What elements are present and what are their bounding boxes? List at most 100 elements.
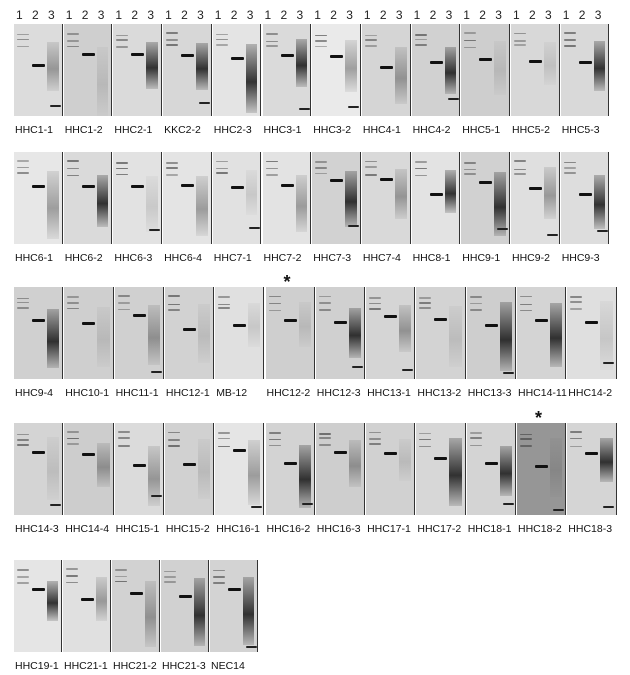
sample-smear: [394, 168, 407, 220]
main-band: [484, 461, 498, 465]
ladder-band: [17, 439, 29, 441]
ladder-band: [268, 444, 281, 447]
lane-number: 2: [81, 8, 89, 22]
ladder-band: [469, 296, 482, 298]
blot-panel: [265, 287, 315, 379]
ladder-band: [265, 40, 278, 42]
blot-panel: [163, 24, 212, 116]
main-band: [379, 178, 393, 182]
lane-number: 2: [479, 8, 486, 22]
ladder-band: [17, 569, 29, 571]
lane-number: 3: [495, 8, 502, 22]
ladder-band: [116, 46, 129, 48]
sample-smear: [243, 576, 254, 645]
ladder-band: [17, 297, 29, 300]
main-band: [384, 451, 398, 455]
lane-number: 3: [197, 8, 204, 22]
ladder-band: [514, 44, 526, 46]
ladder-band: [414, 44, 427, 46]
panel-label: HHC15-2: [165, 523, 210, 535]
sample-smear: [197, 438, 211, 499]
main-band: [131, 185, 145, 189]
panel-label: HHC3-2: [313, 124, 352, 136]
ladder-band: [17, 45, 29, 48]
sample-smear: [96, 174, 109, 228]
ladder-band: [514, 40, 526, 42]
main-band: [81, 185, 95, 189]
blot-panel: [361, 152, 411, 244]
lane-number: 2: [529, 8, 536, 22]
main-band: [434, 317, 448, 321]
main-band: [131, 52, 145, 56]
ladder-band: [166, 174, 179, 176]
ladder-band: [117, 295, 130, 297]
sample-smear: [245, 169, 258, 216]
low-band: [497, 227, 509, 230]
low-band: [502, 503, 514, 506]
ladder-band: [167, 309, 180, 311]
sample-smear: [298, 302, 311, 347]
ladder-band: [66, 575, 78, 577]
panel-label: HHC18-1: [467, 523, 512, 535]
ladder-band: [67, 437, 80, 440]
ladder-band: [213, 582, 225, 584]
ladder-band: [369, 443, 382, 445]
ladder-band: [265, 33, 278, 35]
sample-smear: [298, 445, 311, 508]
ladder-band: [570, 437, 583, 440]
ladder-band: [167, 303, 180, 306]
sample-smear: [544, 167, 556, 219]
ladder-band: [563, 172, 576, 174]
lane-number: 2: [578, 8, 586, 22]
sample-smear: [348, 307, 362, 359]
ladder-band: [164, 570, 176, 573]
sample-smear: [544, 42, 556, 86]
ladder-band: [67, 296, 80, 298]
blot-panel: [14, 152, 63, 244]
ladder-band: [268, 438, 281, 441]
main-band: [32, 588, 45, 592]
ladder-band: [469, 432, 482, 434]
ladder-band: [116, 34, 129, 37]
ladder-band: [464, 39, 477, 42]
main-band: [529, 59, 542, 63]
ladder-band: [166, 44, 179, 46]
blot-panel: [416, 287, 466, 379]
lane-number: 1: [165, 8, 172, 22]
ladder-band: [364, 39, 377, 41]
ladder-band: [218, 307, 231, 309]
ladder-band: [268, 295, 281, 298]
sample-smear: [147, 445, 160, 506]
ladder-band: [414, 167, 427, 170]
lane-number: 3: [545, 8, 552, 22]
panel-label: HHC12-1: [165, 387, 210, 399]
panel-label: HHC2-3: [213, 124, 252, 136]
ladder-band: [364, 174, 377, 176]
low-band: [150, 371, 162, 374]
sample-smear: [449, 438, 462, 506]
low-band: [298, 108, 310, 111]
annotation-asterisk: *: [535, 408, 543, 428]
ladder-band: [116, 39, 129, 41]
main-band: [230, 186, 244, 190]
main-band: [130, 591, 143, 595]
blot-panel: [262, 152, 312, 244]
panel-label: HHC7-3: [313, 252, 352, 264]
low-band: [50, 105, 61, 108]
low-band: [348, 106, 360, 109]
blot-panel: [64, 423, 114, 515]
main-band: [182, 327, 196, 331]
main-band: [429, 61, 443, 65]
ladder-band: [218, 432, 231, 434]
main-band: [379, 65, 393, 69]
lane-number: 3: [48, 8, 55, 22]
panel-label: HHC5-3: [561, 124, 600, 136]
ladder-band: [116, 173, 129, 176]
blot-panel: [511, 152, 560, 244]
ladder-band: [369, 308, 382, 310]
lane-number: 1: [264, 8, 272, 22]
ladder-band: [364, 166, 377, 168]
ladder-band: [364, 34, 377, 37]
low-band: [502, 372, 514, 375]
sample-smear: [593, 40, 606, 92]
